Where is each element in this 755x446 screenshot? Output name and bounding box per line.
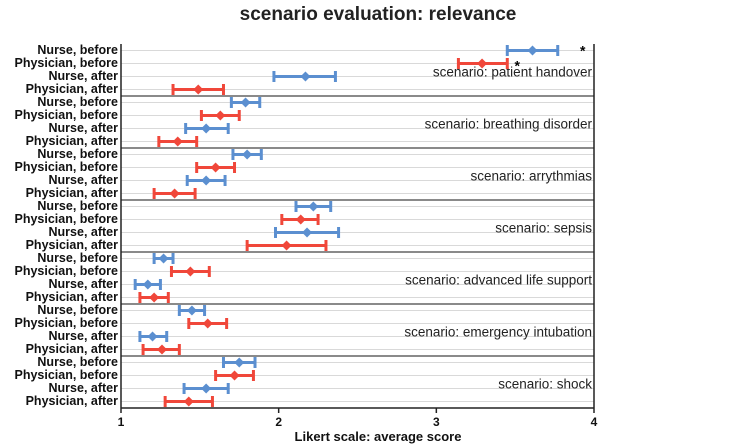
x-tick-label: 3	[433, 415, 440, 429]
scenario-label: scenario: shock	[498, 377, 592, 392]
mean-marker	[210, 162, 221, 173]
mean-marker	[193, 84, 204, 95]
significance-marker: *	[580, 43, 586, 59]
mean-marker	[527, 45, 538, 56]
mean-marker	[300, 71, 311, 82]
row-label: Physician, before	[14, 108, 118, 122]
mean-marker	[281, 240, 292, 251]
mean-marker	[169, 188, 180, 199]
mean-marker	[201, 383, 212, 394]
row-label: Nurse, before	[37, 251, 118, 265]
row-label: Nurse, after	[49, 277, 119, 291]
mean-marker	[147, 331, 158, 342]
row-label: Nurse, after	[49, 69, 119, 83]
mean-marker	[242, 149, 253, 160]
row-label: Physician, before	[14, 316, 118, 330]
row-label: Nurse, after	[49, 173, 119, 187]
row-label: Physician, after	[26, 186, 119, 200]
row-label: Nurse, after	[49, 121, 119, 135]
row-label: Nurse, after	[49, 225, 119, 239]
mean-marker	[477, 58, 488, 69]
row-label: Physician, after	[26, 342, 119, 356]
row-label: Nurse, before	[37, 199, 118, 213]
row-label: Physician, after	[26, 238, 119, 252]
mean-marker	[234, 357, 245, 368]
row-label: Physician, before	[14, 264, 118, 278]
row-label: Nurse, before	[37, 95, 118, 109]
mean-marker	[201, 123, 212, 134]
row-label: Physician, before	[14, 368, 118, 382]
row-label: Physician, after	[26, 134, 119, 148]
scenario-label: scenario: arrythmias	[470, 169, 592, 184]
mean-marker	[158, 253, 169, 264]
x-tick-label: 4	[591, 415, 598, 429]
row-label: Nurse, before	[37, 303, 118, 317]
mean-marker	[229, 370, 240, 381]
row-label: Nurse, before	[37, 147, 118, 161]
row-label: Physician, before	[14, 160, 118, 174]
row-label: Physician, after	[26, 82, 119, 96]
row-label: Physician, before	[14, 56, 118, 70]
mean-marker	[186, 305, 197, 316]
x-tick-label: 1	[118, 415, 125, 429]
scenario-label: scenario: sepsis	[495, 221, 592, 236]
row-label: Physician, after	[26, 394, 119, 408]
row-label: Physician, before	[14, 212, 118, 226]
scenario-label: scenario: advanced life support	[405, 273, 592, 288]
row-label: Nurse, before	[37, 43, 118, 57]
x-tick-label: 2	[275, 415, 282, 429]
row-label: Nurse, after	[49, 381, 119, 395]
mean-marker	[295, 214, 306, 225]
mean-marker	[215, 110, 226, 121]
row-label: Physician, after	[26, 290, 119, 304]
chart-title: scenario evaluation: relevance	[240, 4, 517, 25]
mean-marker	[201, 175, 212, 186]
mean-marker	[172, 136, 183, 147]
mean-marker	[149, 292, 160, 303]
mean-marker	[240, 97, 251, 108]
plot-area: scenario: patient handover Nurse, before *…	[14, 43, 597, 430]
row-label: Nurse, after	[49, 329, 119, 343]
mean-marker	[183, 396, 194, 407]
scenario-label: scenario: breathing disorder	[425, 117, 593, 132]
mean-marker	[308, 201, 319, 212]
mean-marker	[202, 318, 213, 329]
mean-marker	[185, 266, 196, 277]
mean-marker	[302, 227, 313, 238]
significance-marker: *	[515, 58, 521, 74]
row-label: Nurse, before	[37, 355, 118, 369]
mean-marker	[156, 344, 167, 355]
mean-marker	[142, 279, 153, 290]
x-axis-label: Likert scale: average score	[295, 429, 462, 444]
scenario-label: scenario: emergency intubation	[404, 325, 592, 340]
scenario-label: scenario: patient handover	[433, 65, 593, 80]
